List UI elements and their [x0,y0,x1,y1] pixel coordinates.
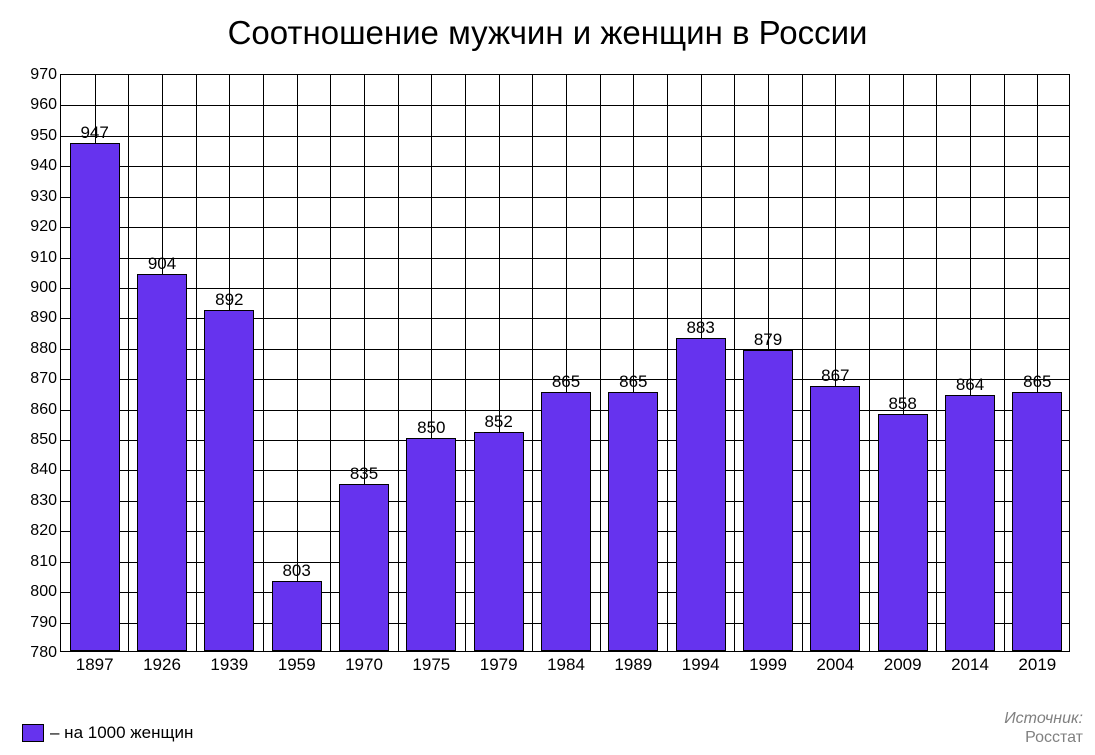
bar [945,395,995,651]
x-axis-tick: 2004 [816,651,854,675]
bar-value-label: 865 [1023,372,1051,394]
bar [272,581,322,651]
x-axis-tick: 2009 [884,651,922,675]
bar [878,414,928,651]
bar-value-label: 879 [754,330,782,352]
gridline-h [61,105,1069,106]
gridline-h [61,197,1069,198]
bar [810,386,860,651]
chart-area: 780 790 800 810 820 830 840 850 860 870 880 890 900 9… [18,62,1078,682]
bar [406,438,456,651]
y-axis-tick: 900 [30,279,61,297]
x-axis-tick: 1999 [749,651,787,675]
bar [204,310,254,651]
y-axis-tick: 860 [30,401,61,419]
y-axis-tick: 910 [30,249,61,267]
bar [1012,392,1062,651]
bar [608,392,658,651]
x-axis-tick: 1975 [412,651,450,675]
bar-value-label: 864 [956,375,984,397]
y-axis-tick: 920 [30,218,61,236]
bar-value-label: 883 [686,318,714,340]
bar-value-label: 858 [888,394,916,416]
y-axis-tick: 780 [30,644,61,662]
gridline-h [61,166,1069,167]
y-axis-tick: 810 [30,553,61,571]
x-axis-tick: 1926 [143,651,181,675]
gridline-h [61,136,1069,137]
gridline-v [196,75,197,651]
bar-value-label: 852 [484,412,512,434]
gridline-v [869,75,870,651]
source-value: Росстат [1025,729,1083,746]
bar-value-label: 803 [282,561,310,583]
y-axis-tick: 940 [30,157,61,175]
gridline-v [398,75,399,651]
y-axis-tick: 830 [30,492,61,510]
chart-title: Соотношение мужчин и женщин в России [0,0,1095,58]
y-axis-tick: 970 [30,66,61,84]
gridline-h [61,288,1069,289]
gridline-v [330,75,331,651]
gridline-v [128,75,129,651]
gridline-h [61,258,1069,259]
legend-swatch [22,724,44,742]
bar-value-label: 865 [552,372,580,394]
bar [137,274,187,651]
gridline-v [667,75,668,651]
y-axis-tick: 840 [30,461,61,479]
y-axis-tick: 850 [30,431,61,449]
bar-value-label: 904 [148,254,176,276]
bar [70,143,120,651]
x-axis-tick: 1939 [210,651,248,675]
gridline-h [61,227,1069,228]
x-axis-tick: 1970 [345,651,383,675]
bar [339,484,389,651]
gridline-v [802,75,803,651]
gridline-v [263,75,264,651]
y-axis-tick: 930 [30,188,61,206]
y-axis-tick: 790 [30,614,61,632]
bar-value-label: 835 [350,464,378,486]
legend-text: – на 1000 женщин [50,723,193,743]
bar-value-label: 892 [215,290,243,312]
x-axis-tick: 2019 [1018,651,1056,675]
bar [676,338,726,651]
y-axis-tick: 960 [30,96,61,114]
y-axis-tick: 880 [30,340,61,358]
gridline-v [734,75,735,651]
gridline-v [936,75,937,651]
bar-value-label: 947 [80,123,108,145]
y-axis-tick: 950 [30,127,61,145]
x-axis-tick: 1897 [76,651,114,675]
x-axis-tick: 1989 [614,651,652,675]
bar [541,392,591,651]
x-axis-tick: 2014 [951,651,989,675]
source-credit: Источник: Росстат [1004,709,1083,747]
y-axis-tick: 800 [30,583,61,601]
gridline-v [1004,75,1005,651]
gridline-v [532,75,533,651]
y-axis-tick: 820 [30,522,61,540]
bar-value-label: 865 [619,372,647,394]
y-axis-tick: 890 [30,309,61,327]
y-axis-tick: 870 [30,370,61,388]
x-axis-tick: 1984 [547,651,585,675]
bar [474,432,524,651]
x-axis-tick: 1959 [278,651,316,675]
x-axis-tick: 1994 [682,651,720,675]
gridline-v [465,75,466,651]
legend: – на 1000 женщин [22,723,193,743]
bar-value-label: 867 [821,366,849,388]
bar-value-label: 850 [417,418,445,440]
x-axis-tick: 1979 [480,651,518,675]
source-label: Источник: [1004,709,1083,728]
gridline-v [600,75,601,651]
plot-area: 7807908008108208308408508608708808909009… [60,74,1070,652]
bar [743,350,793,651]
